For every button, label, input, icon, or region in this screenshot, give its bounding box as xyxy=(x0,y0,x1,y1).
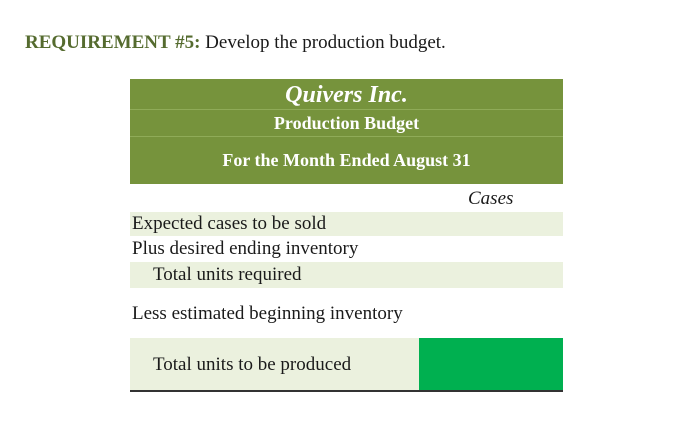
budget-title: Production Budget xyxy=(130,110,563,137)
requirement-text: Develop the production budget. xyxy=(200,32,446,53)
budget-row-desired-ending-inventory: Plus desired ending inventory xyxy=(130,236,563,262)
requirement-heading: REQUIREMENT #5: Develop the production b… xyxy=(25,31,446,55)
budget-row-beginning-inventory: Less estimated beginning inventory xyxy=(130,288,563,338)
cases-input-total-units-produced[interactable] xyxy=(419,338,563,390)
budget-row-total-units-produced: Total units to be produced xyxy=(130,338,563,392)
company-name: Quivers Inc. xyxy=(130,79,563,110)
column-header-row: Cases xyxy=(130,184,563,212)
row-label: Total units to be produced xyxy=(153,354,352,375)
cases-cell-expected-sales[interactable] xyxy=(419,212,563,236)
requirement-label: REQUIREMENT #5: xyxy=(25,32,201,53)
cases-cell-beginning-inventory[interactable] xyxy=(419,288,563,338)
row-label: Total units required xyxy=(153,264,302,285)
row-label: Less estimated beginning inventory xyxy=(132,303,403,324)
row-label: Expected cases to be sold xyxy=(132,213,327,234)
budget-row-total-units-required: Total units required xyxy=(130,262,563,288)
cases-cell-total-units-required[interactable] xyxy=(419,262,563,288)
budget-period: For the Month Ended August 31 xyxy=(130,137,563,184)
production-budget-table: Quivers Inc. Production Budget For the M… xyxy=(130,79,563,392)
row-label: Plus desired ending inventory xyxy=(132,238,359,259)
column-header-cases: Cases xyxy=(468,188,514,209)
cases-cell-desired-ending-inventory[interactable] xyxy=(419,236,563,262)
budget-row-expected-sales: Expected cases to be sold xyxy=(130,212,563,236)
